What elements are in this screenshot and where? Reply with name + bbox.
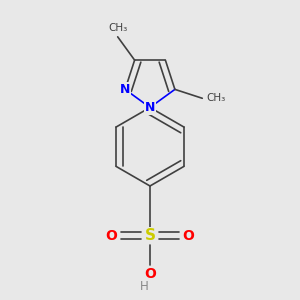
Text: N: N — [120, 83, 130, 96]
Text: CH₃: CH₃ — [206, 93, 225, 103]
Text: O: O — [105, 229, 117, 243]
Text: CH₃: CH₃ — [108, 23, 127, 33]
Text: S: S — [145, 228, 155, 243]
Text: O: O — [183, 229, 195, 243]
Text: O: O — [144, 267, 156, 281]
Text: N: N — [145, 101, 155, 114]
Text: H: H — [140, 280, 148, 293]
